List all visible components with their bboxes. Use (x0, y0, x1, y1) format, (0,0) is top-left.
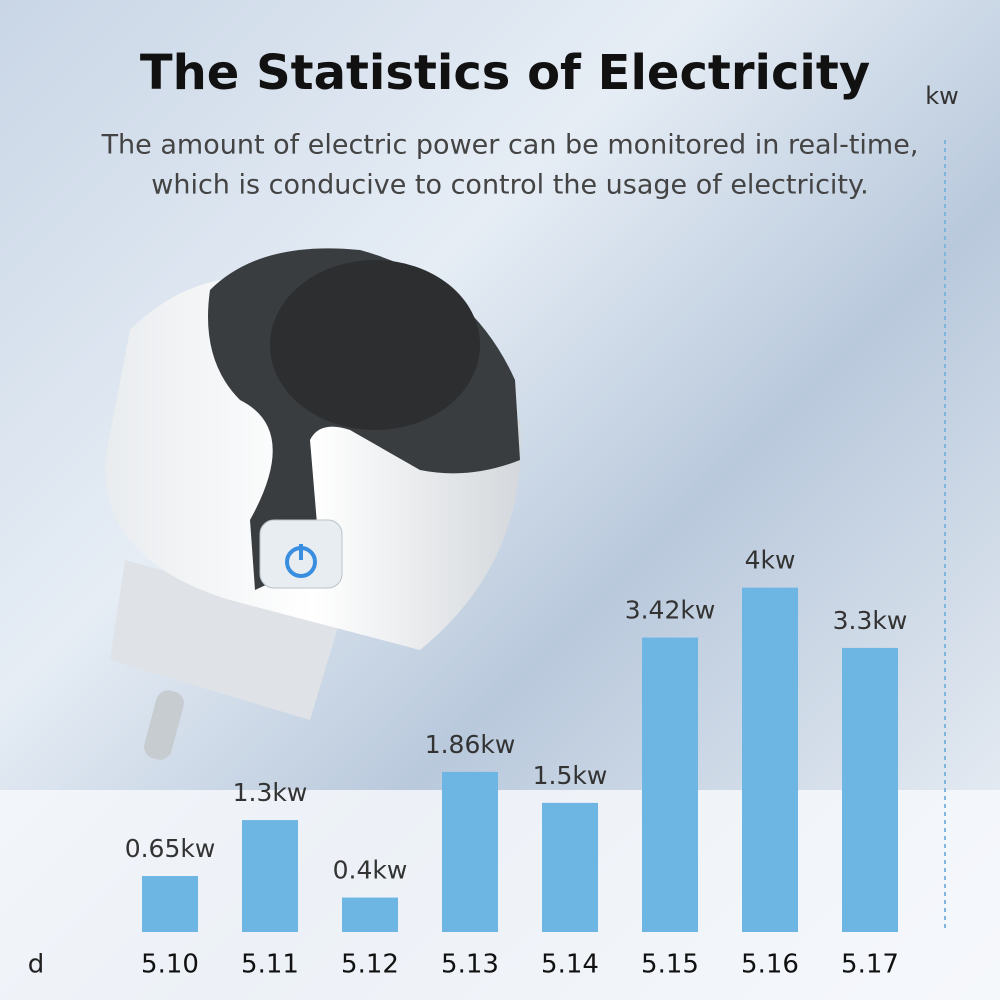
value-label: 1.86kw (425, 730, 516, 759)
title: The Statistics of Electricity (140, 45, 870, 101)
x-tick-label: 5.13 (441, 950, 499, 980)
subtitle-line: The amount of electric power can be moni… (101, 130, 919, 161)
value-label: 1.5kw (533, 761, 608, 790)
x-tick-label: 5.15 (641, 950, 699, 980)
bar (842, 647, 898, 932)
x-tick-label: 5.16 (741, 950, 799, 980)
bar (542, 802, 598, 932)
bar (742, 587, 798, 932)
value-label: 3.42kw (625, 596, 716, 625)
value-label: 4kw (745, 546, 796, 575)
bar (642, 637, 698, 932)
x-tick-label: 5.12 (341, 950, 399, 980)
value-label: 0.65kw (125, 834, 216, 863)
plug-illustration (104, 248, 521, 760)
x-tick-label: 5.17 (841, 950, 899, 980)
value-label: 0.4kw (333, 856, 408, 885)
subtitle-line: which is conducive to control the usage … (151, 170, 868, 201)
x-tick-label: 5.10 (141, 950, 199, 980)
bar (142, 876, 198, 932)
y-axis-label: kw (925, 82, 959, 110)
bar (442, 771, 498, 932)
x-axis-label: d (28, 950, 45, 980)
x-tick-label: 5.11 (241, 950, 299, 980)
value-label: 1.3kw (233, 778, 308, 807)
bar (342, 897, 398, 932)
value-label: 3.3kw (833, 606, 908, 635)
bar (242, 820, 298, 932)
x-tick-label: 5.14 (541, 950, 599, 980)
